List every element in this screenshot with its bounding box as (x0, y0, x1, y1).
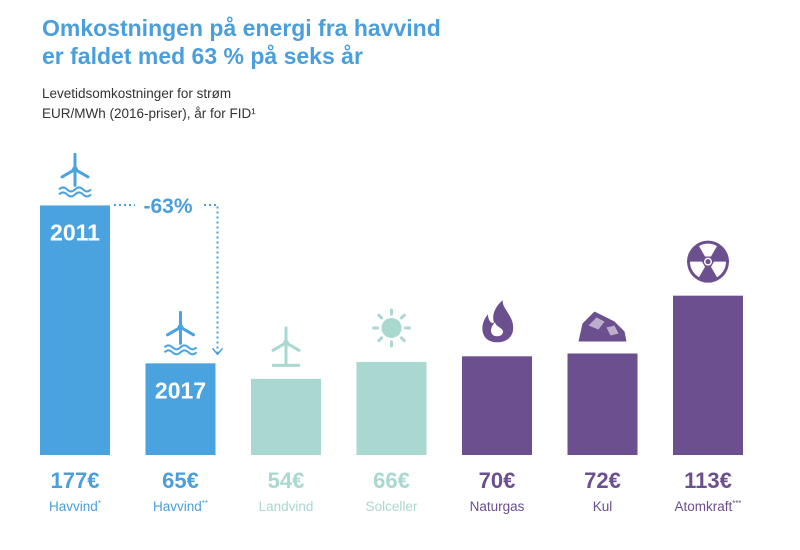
bar-year-label: 2017 (155, 377, 206, 403)
category-label: Havvind* (49, 499, 101, 514)
bar (567, 353, 638, 455)
bar (40, 205, 110, 455)
value-label: 72€ (584, 468, 621, 493)
chart-title: Omkostningen på energi fra havvind er fa… (42, 14, 441, 70)
chart-title-line-1: Omkostningen på energi fra havvind (42, 15, 441, 41)
bar (673, 295, 743, 455)
wind-turbine-offshore-icon (163, 310, 198, 356)
bar (356, 361, 427, 455)
category-label: Naturgas (470, 499, 525, 514)
bar (251, 378, 321, 455)
radiation-icon (687, 240, 729, 283)
category-label: Atomkraft*** (674, 499, 741, 514)
category-label: Kul (593, 499, 613, 514)
value-label: 66€ (373, 468, 410, 493)
value-label: 113€ (684, 468, 732, 493)
annotation-background (135, 190, 201, 220)
flame-icon (482, 300, 514, 343)
value-label: 54€ (268, 468, 305, 493)
value-label: 65€ (162, 468, 199, 493)
reduction-arrow (211, 347, 224, 356)
chart-title-line-2: er faldet med 63 % på seks år (42, 43, 363, 69)
wind-turbine-onshore-icon (271, 326, 301, 367)
value-label: 177€ (51, 468, 100, 493)
wind-turbine-offshore-icon (58, 152, 92, 198)
value-label: 70€ (479, 468, 516, 493)
chart-subtitle-line-1: Levetidsomkostninger for strøm (42, 86, 232, 101)
bar (462, 356, 532, 455)
category-label: Havvind** (153, 499, 208, 514)
coal-icon (578, 311, 627, 342)
sun-icon (372, 308, 411, 348)
reduction-connector (114, 204, 219, 354)
category-label: Landvind (259, 499, 314, 514)
bar-year-label: 2011 (50, 219, 100, 245)
chart-subtitle: Levetidsomkostninger for strøm EUR/MWh (… (42, 84, 256, 124)
chart-subtitle-line-2: EUR/MWh (2016-priser), år for FID¹ (42, 106, 256, 121)
bar (145, 363, 216, 455)
reduction-annotation: -63% (143, 195, 192, 218)
category-label: Solceller (366, 499, 418, 514)
